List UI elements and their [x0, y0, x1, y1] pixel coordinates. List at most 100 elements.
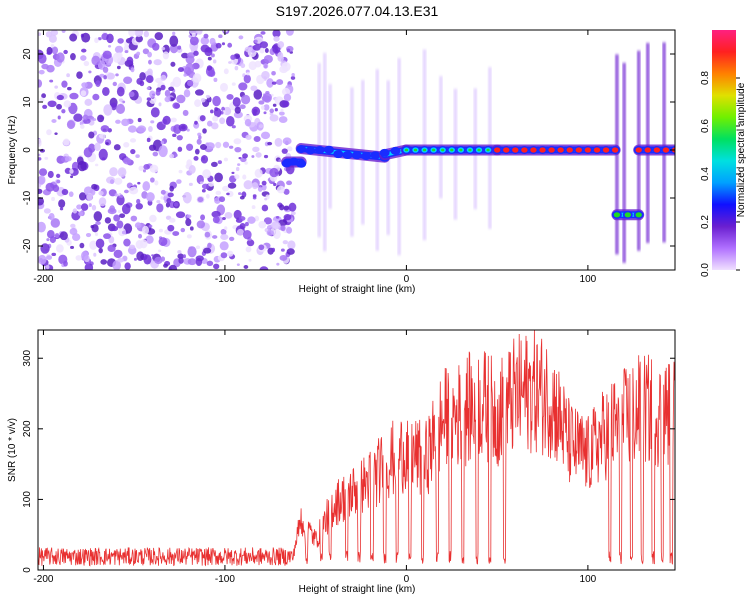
noise-blob	[149, 214, 157, 223]
noise-blob	[142, 181, 151, 192]
noise-blob	[163, 263, 168, 268]
spectrogram-x-tick-label: -200	[33, 274, 53, 285]
noise-blob	[220, 234, 229, 240]
noise-blob	[111, 225, 119, 232]
noise-blob	[203, 247, 212, 254]
noise-blob	[136, 198, 141, 205]
noise-blob	[38, 254, 47, 265]
noise-blob	[197, 132, 202, 137]
noise-blob	[174, 153, 178, 157]
noise-blob	[276, 79, 284, 86]
noise-blob	[264, 197, 268, 201]
noise-blob	[136, 125, 147, 133]
noise-blob	[106, 72, 115, 80]
noise-blob	[178, 169, 183, 174]
noise-blob	[226, 94, 234, 100]
noise-blob	[172, 31, 176, 36]
noise-blob	[72, 208, 78, 214]
noise-blob	[267, 141, 273, 146]
noise-blob	[121, 118, 130, 127]
spectrogram-x-tick-label: 100	[580, 274, 597, 285]
noise-blob	[38, 138, 42, 146]
colorbar-tick-label: 0.4	[700, 167, 711, 181]
noise-blob	[153, 59, 162, 66]
noise-blob	[158, 237, 168, 247]
noise-blob	[177, 45, 182, 50]
noise-blob	[56, 94, 64, 101]
trace-blob-peak	[468, 148, 472, 152]
noise-blob	[135, 202, 144, 210]
noise-blob	[106, 33, 114, 44]
noise-blob	[283, 188, 290, 195]
noise-blob	[261, 180, 267, 186]
noise-blob	[113, 214, 121, 222]
noise-blob	[277, 52, 284, 60]
noise-blob	[88, 131, 95, 139]
noise-blob	[193, 156, 199, 161]
noise-blob	[286, 226, 293, 234]
noise-blob	[63, 49, 68, 55]
noise-blob	[83, 147, 93, 158]
trace-blob-core	[362, 153, 370, 159]
noise-blob	[70, 53, 76, 61]
noise-blob	[107, 244, 116, 253]
noise-blob	[113, 144, 121, 151]
noise-blob	[253, 135, 261, 142]
noise-blob	[282, 137, 292, 145]
noise-blob	[283, 93, 292, 102]
noise-blob	[54, 232, 60, 239]
noise-blob	[85, 232, 92, 238]
noise-blob	[83, 186, 93, 196]
noise-blob	[251, 182, 259, 190]
noise-blob	[97, 60, 106, 70]
noise-blob	[183, 73, 187, 77]
noise-blob	[127, 125, 137, 133]
noise-blob	[222, 185, 230, 192]
noise-blob	[70, 245, 75, 250]
noise-blob	[130, 215, 138, 222]
noise-blob	[154, 180, 159, 186]
noise-blob	[260, 105, 265, 110]
noise-blob	[276, 185, 285, 194]
noise-blob	[244, 118, 252, 127]
noise-blob	[123, 238, 131, 247]
noise-blob	[80, 90, 87, 97]
noise-blob	[189, 226, 194, 231]
noise-blob	[243, 265, 249, 269]
noise-blob	[160, 196, 164, 200]
noise-blob	[116, 86, 125, 97]
noise-blob	[240, 63, 246, 69]
noise-blob	[238, 192, 242, 196]
noise-blob	[208, 69, 216, 77]
noise-blob	[38, 175, 46, 185]
noise-blob	[262, 92, 272, 103]
noise-blob	[78, 211, 84, 217]
noise-blob	[81, 32, 91, 43]
noise-blob	[269, 108, 275, 114]
trace-blob-peak	[595, 148, 599, 152]
noise-blob	[251, 155, 255, 158]
noise-blob	[258, 124, 264, 129]
trace-blob-peak	[549, 148, 554, 152]
noise-blob	[48, 212, 55, 221]
noise-blob	[100, 259, 108, 265]
noise-blob	[115, 119, 121, 124]
noise-blob	[252, 44, 262, 51]
trace-blob-peak	[613, 148, 617, 152]
noise-blob	[86, 192, 93, 201]
trace-blob-peak	[459, 148, 463, 152]
noise-blob	[55, 244, 64, 253]
noise-blob	[107, 207, 117, 215]
noise-blob	[56, 173, 61, 178]
noise-blob	[217, 160, 222, 165]
noise-blob	[175, 211, 186, 219]
noise-blob	[123, 45, 130, 52]
noise-blob	[195, 245, 201, 250]
noise-blob	[52, 184, 60, 193]
noise-blob	[119, 213, 126, 219]
noise-blob	[68, 191, 74, 197]
noise-blob	[150, 177, 155, 183]
noise-blob	[266, 78, 274, 88]
noise-blob	[251, 106, 261, 116]
noise-blob	[212, 235, 218, 239]
